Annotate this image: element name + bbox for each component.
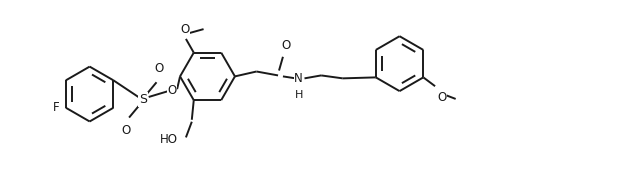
Text: H: H (294, 90, 303, 100)
Text: O: O (180, 23, 190, 36)
Text: S: S (139, 94, 147, 106)
Text: O: O (167, 84, 177, 97)
Text: O: O (437, 91, 446, 104)
Text: O: O (155, 62, 164, 75)
Text: O: O (281, 39, 290, 52)
Text: HO: HO (160, 133, 178, 146)
Text: N: N (294, 72, 303, 85)
Text: F: F (53, 101, 60, 114)
Text: O: O (122, 124, 131, 137)
